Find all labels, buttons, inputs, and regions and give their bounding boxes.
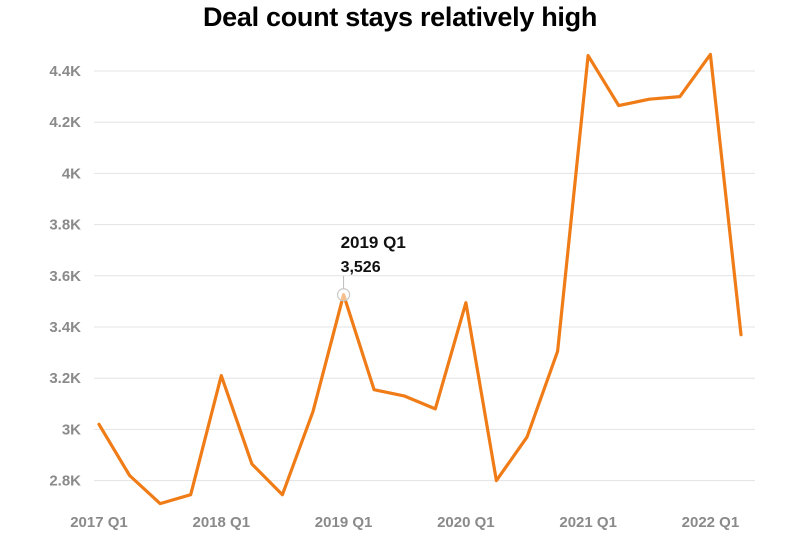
y-tick-label: 3.2K xyxy=(49,370,81,387)
series-line xyxy=(97,52,743,506)
y-tick-label: 3.4K xyxy=(49,319,81,336)
x-tick-label: 2022 Q1 xyxy=(682,514,740,531)
x-tick-label: 2020 Q1 xyxy=(437,514,495,531)
tooltip: 2019 Q1 3,526 xyxy=(336,233,406,302)
x-tick-label: 2019 Q1 xyxy=(315,514,373,531)
y-tick-label: 4.2K xyxy=(49,114,81,131)
tooltip-value: 3,526 xyxy=(341,259,381,276)
x-axis-tick-labels: 2017 Q1 2018 Q1 2019 Q1 2020 Q1 2021 Q1 2022 … xyxy=(70,514,739,531)
tooltip-point-marker[interactable] xyxy=(336,288,351,302)
x-tick-label: 2018 Q1 xyxy=(193,514,251,531)
x-tick-label: 2021 Q1 xyxy=(559,514,617,531)
y-axis-tick-labels: 2.8K 3K 3.2K 3.4K 3.6K 3.8K 4K 4.2K 4.4K xyxy=(49,63,81,490)
tooltip-category: 2019 Q1 xyxy=(341,233,406,252)
gridlines xyxy=(94,70,755,482)
x-tick-label: 2017 Q1 xyxy=(70,514,128,531)
y-tick-label: 4K xyxy=(62,165,81,182)
y-tick-label: 3.6K xyxy=(49,268,81,285)
y-tick-label: 2.8K xyxy=(49,473,81,490)
series-group xyxy=(97,52,743,506)
y-tick-label: 3.8K xyxy=(49,217,81,234)
y-tick-label: 3K xyxy=(62,421,81,438)
chart-title: Deal count stays relatively high xyxy=(202,2,598,32)
y-tick-label: 4.4K xyxy=(49,63,81,80)
